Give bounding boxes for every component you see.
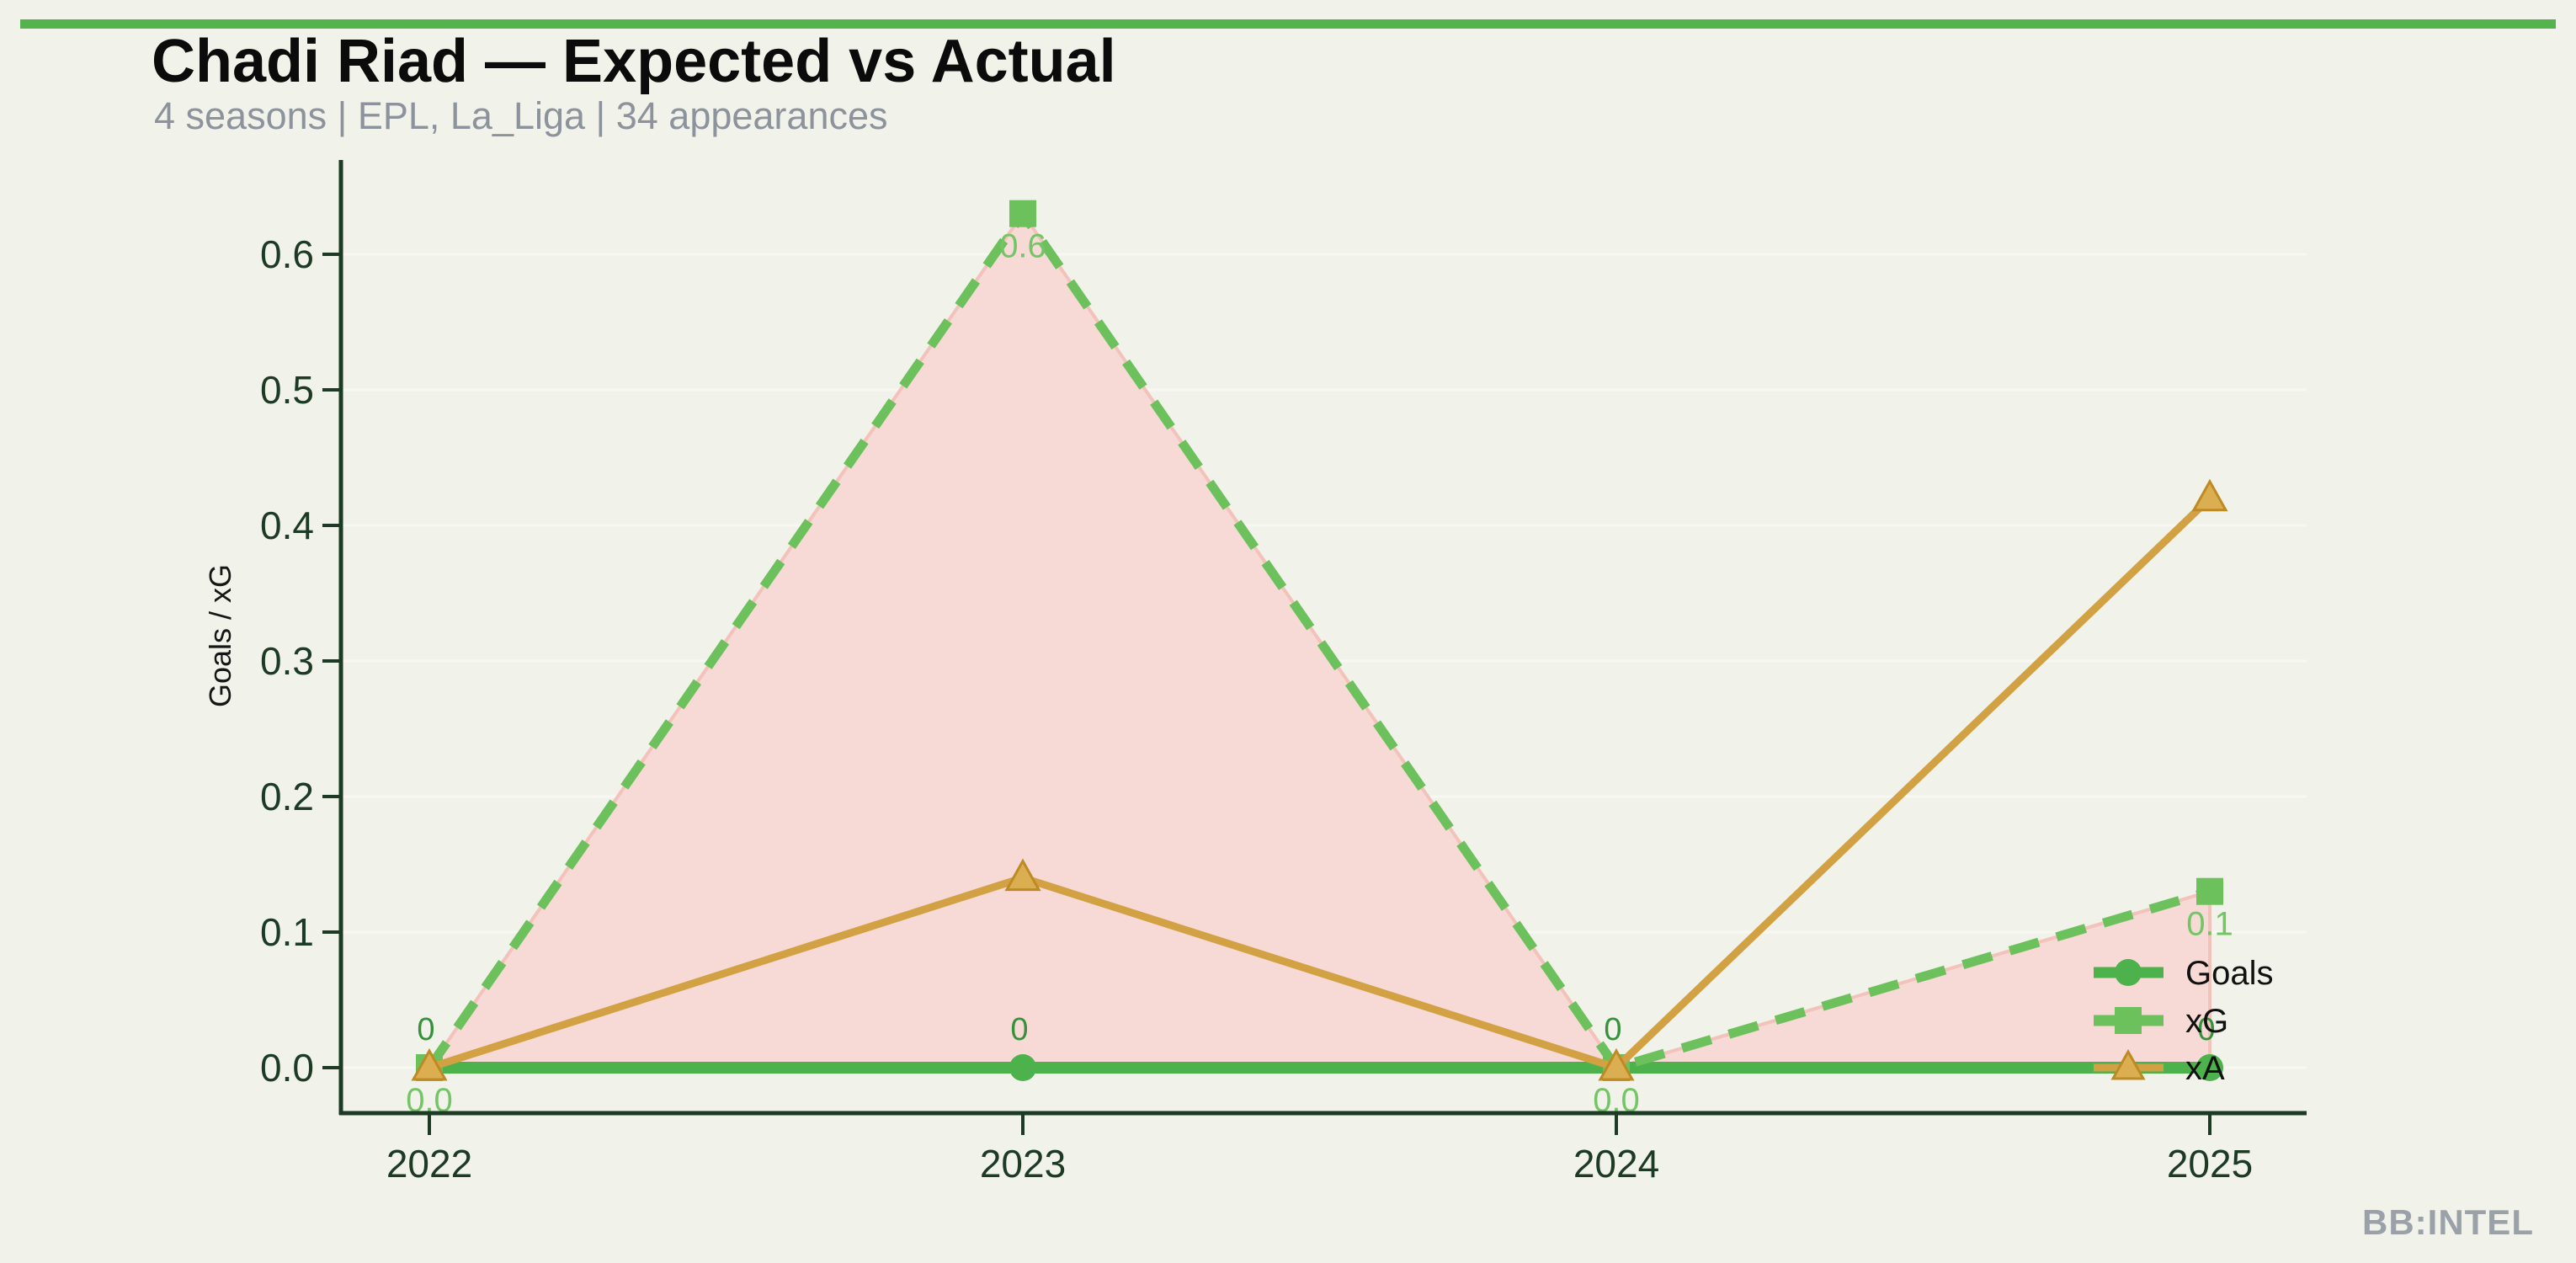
x-tick-label: 2024 bbox=[1573, 1142, 1659, 1186]
y-tick-label: 0.6 bbox=[260, 232, 314, 276]
legend-square-marker bbox=[2115, 1007, 2142, 1034]
goals-value-label: 0 bbox=[417, 1012, 434, 1047]
y-tick-label: 0.2 bbox=[260, 775, 314, 818]
watermark: BB:INTEL bbox=[2362, 1202, 2534, 1242]
goals-value-label: 0 bbox=[2197, 1012, 2215, 1047]
xa-marker bbox=[411, 1047, 448, 1081]
y-tick-label: 0.1 bbox=[260, 910, 314, 954]
page-subtitle: 4 seasons | EPL, La_Liga | 34 appearance… bbox=[154, 94, 888, 137]
legend-item-xa: xA bbox=[2094, 1048, 2225, 1087]
xg-marker bbox=[1009, 200, 1036, 227]
goals-value-label: 0 bbox=[1604, 1012, 1621, 1047]
legend-item-goals: Goals bbox=[2094, 955, 2274, 992]
xa-line bbox=[428, 495, 2213, 1073]
legend-item-xg: xG bbox=[2094, 1003, 2228, 1040]
accent-bar-top bbox=[20, 19, 2556, 29]
x-tick-label: 2023 bbox=[980, 1142, 1066, 1186]
page-title: Chadi Riad — Expected vs Actual bbox=[152, 28, 1116, 95]
y-tick-label: 0.0 bbox=[260, 1046, 314, 1090]
legend-label: xA bbox=[2185, 1050, 2225, 1087]
y-tick-label: 0.4 bbox=[260, 504, 314, 547]
goals-marker bbox=[2196, 1054, 2223, 1081]
goals-marker bbox=[1009, 1054, 1036, 1081]
xa-marker bbox=[2191, 478, 2228, 512]
legend-label: Goals bbox=[2185, 955, 2274, 992]
y-tick-label: 0.5 bbox=[260, 368, 314, 412]
y-tick-label: 0.3 bbox=[260, 639, 314, 683]
goals-value-label: 0 bbox=[1010, 1012, 1028, 1047]
xa-marker bbox=[1004, 858, 1041, 892]
x-tick-label: 2025 bbox=[2167, 1142, 2253, 1186]
xg-value-label: 0.6 bbox=[999, 228, 1046, 265]
legend-triangle-marker bbox=[2110, 1048, 2146, 1080]
legend-circle-marker bbox=[2115, 959, 2142, 986]
legend-label: xG bbox=[2185, 1003, 2228, 1040]
xa-marker bbox=[1598, 1047, 1635, 1081]
xg-value-label: 0.1 bbox=[2186, 906, 2233, 943]
x-tick-label: 2022 bbox=[386, 1142, 472, 1186]
xg-marker bbox=[2196, 877, 2223, 905]
